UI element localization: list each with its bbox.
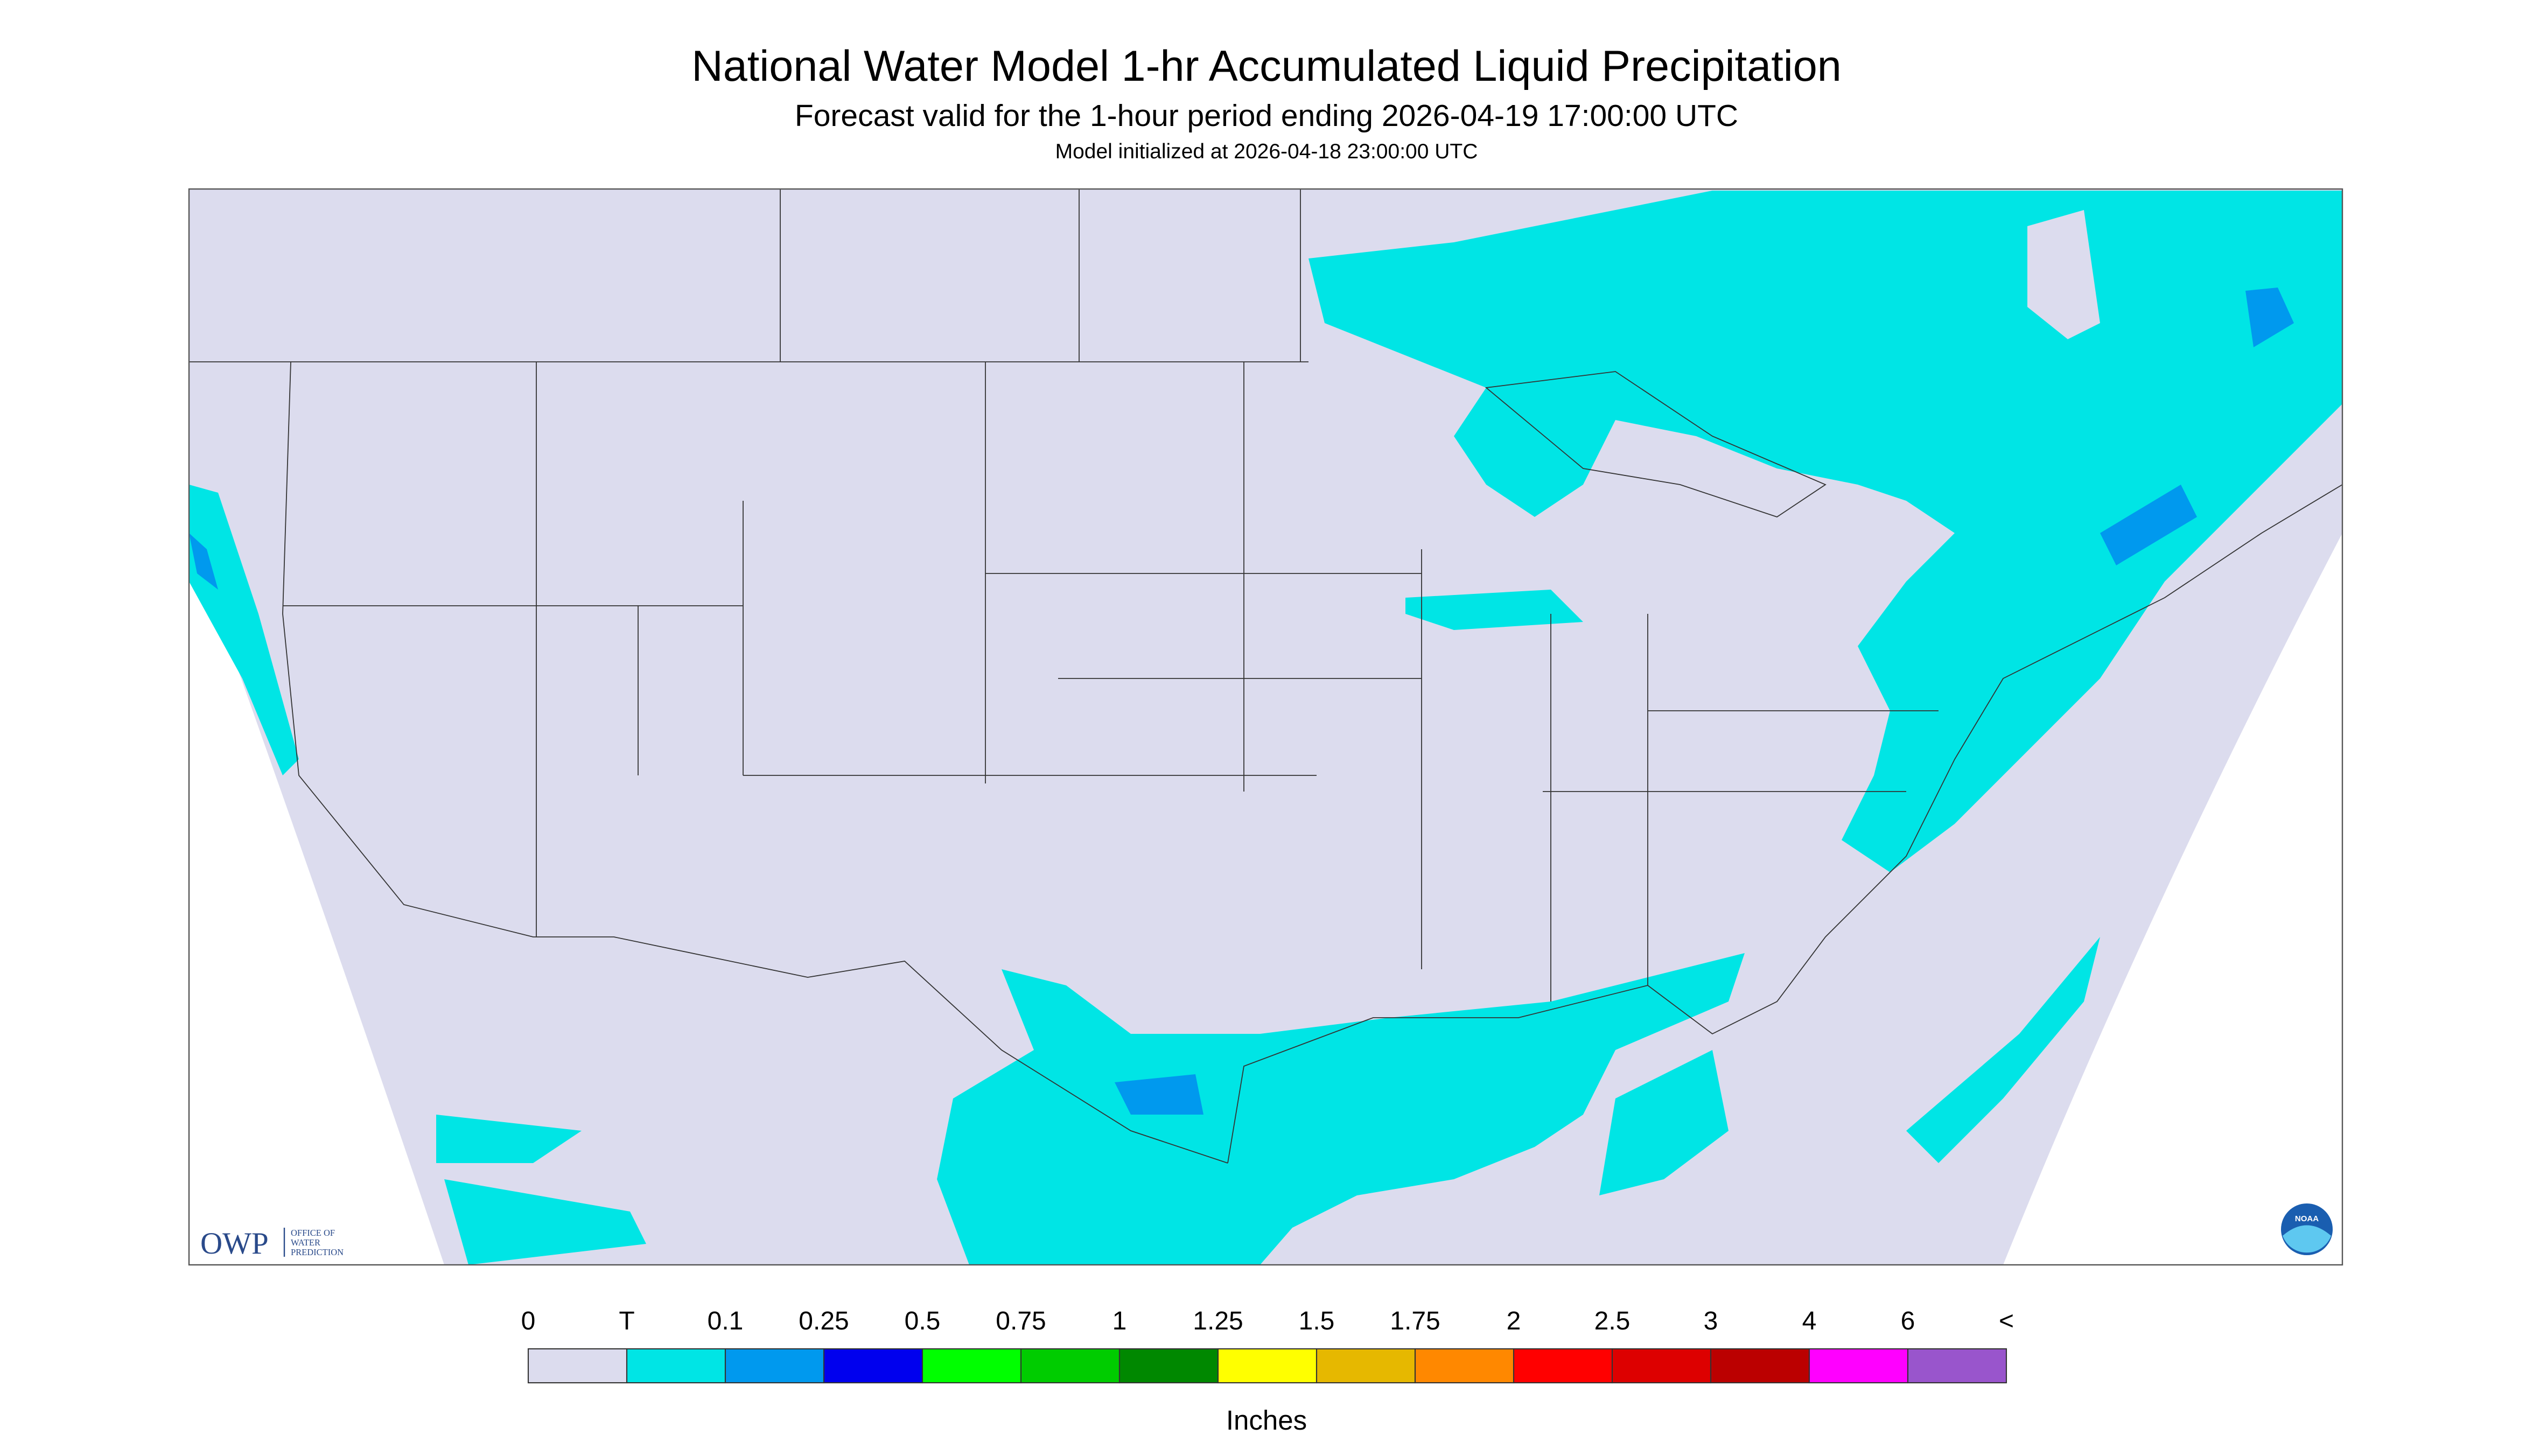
dry-gap <box>2027 210 2100 340</box>
legend-swatch <box>1808 1348 1909 1384</box>
gulf-east-coast <box>1227 484 2343 1164</box>
legend-label: 0 <box>521 1307 536 1335</box>
precip-westcoast <box>189 485 299 776</box>
state-lines <box>283 362 1939 1002</box>
precip-atlantic <box>1906 937 2100 1164</box>
subtitle: Forecast valid for the 1-hour period end… <box>795 99 1738 133</box>
logo-line: OFFICE OF <box>291 1228 335 1238</box>
legend-label: 2 <box>1507 1307 1521 1335</box>
legend-label: 0.1 <box>708 1307 744 1335</box>
precip-pacific-south <box>444 1179 646 1265</box>
legend-label: 0.25 <box>799 1307 849 1335</box>
legend-label: T <box>619 1307 634 1335</box>
precip-michigan <box>1405 590 1583 631</box>
legend-swatch <box>1907 1348 2007 1384</box>
owp-logo: OWP OFFICE OF WATER PREDICTION <box>200 1227 344 1261</box>
precip-north <box>1309 191 2342 873</box>
logo-line: PREDICTION <box>291 1247 344 1257</box>
boundaries <box>189 189 2343 1164</box>
noaa-logo: NOAA <box>2281 1203 2333 1256</box>
legend-label: 1 <box>1112 1307 1127 1335</box>
precip-areas <box>189 191 2342 1265</box>
west-coast-border <box>282 361 1228 1164</box>
init-time: Model initialized at 2026-04-18 23:00:00… <box>1055 140 1478 163</box>
legend-swatch <box>724 1348 825 1384</box>
legend: 0 T 0.1 0.25 0.5 0.75 1 1.25 1.5 1.75 2 2.5 3 4 6 < <box>521 1307 2014 1384</box>
legend-swatch <box>1710 1348 1810 1384</box>
legend-unit: Inches <box>1226 1405 1307 1436</box>
legend-label: 1.5 <box>1299 1307 1335 1335</box>
map-frame <box>188 188 2343 1266</box>
agency-text: NOAA <box>2295 1214 2319 1223</box>
precip-heavy-ne <box>2100 485 2197 566</box>
canada-provinces <box>780 189 1301 362</box>
great-lakes <box>1485 371 1827 517</box>
legend-label: 1.25 <box>1193 1307 1243 1335</box>
legend-label: 0.5 <box>905 1307 941 1335</box>
legend-swatch <box>527 1348 628 1384</box>
legend-label: 6 <box>1901 1307 1915 1335</box>
legend-swatch <box>1611 1348 1712 1384</box>
legend-label: 4 <box>1802 1307 1817 1335</box>
precip-pacific <box>436 1115 582 1164</box>
legend-swatch <box>1020 1348 1121 1384</box>
title: National Water Model 1-hr Accumulated Li… <box>691 42 1842 90</box>
legend-label: 3 <box>1704 1307 1718 1335</box>
precip-heavy-tx <box>1115 1074 1203 1115</box>
precip-heavy-wa <box>189 533 218 590</box>
legend-swatch <box>823 1348 923 1384</box>
legend-swatch <box>1118 1348 1219 1384</box>
precip-gulf <box>937 953 1745 1265</box>
precip-gulf-east <box>1599 1050 1729 1196</box>
legend-swatch <box>626 1348 726 1384</box>
legend-label: 0.75 <box>996 1307 1046 1335</box>
legend-label: 2.5 <box>1594 1307 1631 1335</box>
precip-heavy-quebec <box>2245 288 2294 348</box>
legend-swatch <box>1217 1348 1318 1384</box>
legend-swatch <box>1316 1348 1416 1384</box>
logo-mark: OWP <box>200 1227 269 1261</box>
legend-swatch <box>921 1348 1022 1384</box>
legend-swatch <box>1513 1348 1613 1384</box>
legend-label: 1.75 <box>1390 1307 1440 1335</box>
legend-label: < <box>1999 1307 2014 1335</box>
logo-line: WATER <box>291 1237 320 1248</box>
map: OWP OFFICE OF WATER PREDICTION NOAA <box>188 188 2343 1266</box>
legend-swatch <box>1414 1348 1515 1384</box>
